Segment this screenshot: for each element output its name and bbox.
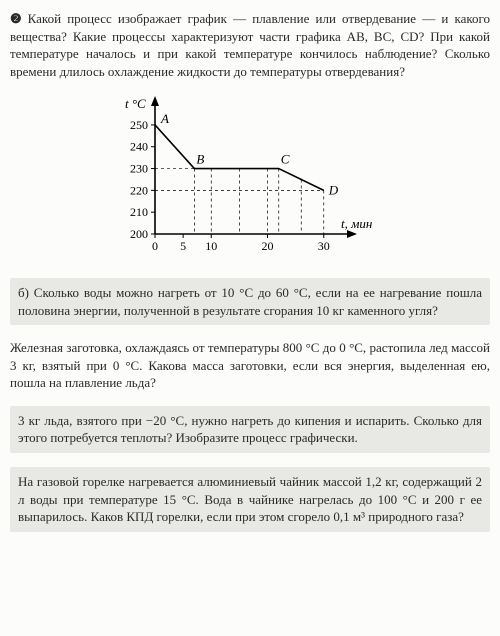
problem-b: б) Сколько воды можно нагреть от 10 °C д… (10, 278, 490, 325)
problem-text: Какой процесс изображает график — плавле… (10, 11, 490, 79)
problem-text: На газовой горелке нагревается алюминиев… (18, 474, 482, 524)
svg-text:D: D (328, 183, 339, 198)
cooling-chart: 200 210 220 230 240 250 0 5 10 20 30 t °C t, мин A B C D (10, 94, 490, 264)
svg-text:240: 240 (130, 140, 148, 154)
svg-text:t, мин: t, мин (341, 216, 372, 231)
svg-text:5: 5 (180, 239, 186, 253)
svg-text:t °C: t °C (125, 96, 146, 111)
svg-text:C: C (281, 152, 290, 167)
problem-2: ❷ Какой процесс изображает график — плав… (10, 10, 490, 80)
problem-3: Железная заготовка, охлаждаясь от темпер… (10, 339, 490, 392)
svg-text:A: A (160, 111, 169, 126)
svg-text:200: 200 (130, 227, 148, 241)
svg-text:230: 230 (130, 162, 148, 176)
svg-text:20: 20 (262, 239, 274, 253)
svg-text:250: 250 (130, 118, 148, 132)
svg-text:0: 0 (152, 239, 158, 253)
svg-text:B: B (196, 152, 204, 167)
problem-4: 3 кг льда, взятого при −20 °C, нужно наг… (10, 406, 490, 453)
problem-text: б) Сколько воды можно нагреть от 10 °C д… (18, 285, 482, 318)
problem-text: 3 кг льда, взятого при −20 °C, нужно наг… (18, 413, 482, 446)
svg-text:210: 210 (130, 205, 148, 219)
svg-text:10: 10 (205, 239, 217, 253)
problem-text: Железная заготовка, охлаждаясь от темпер… (10, 340, 490, 390)
svg-text:220: 220 (130, 184, 148, 198)
svg-text:30: 30 (318, 239, 330, 253)
problem-5: На газовой горелке нагревается алюминиев… (10, 467, 490, 532)
line-chart-svg: 200 210 220 230 240 250 0 5 10 20 30 t °C t, мин A B C D (105, 94, 395, 264)
problem-marker: ❷ (10, 10, 22, 28)
